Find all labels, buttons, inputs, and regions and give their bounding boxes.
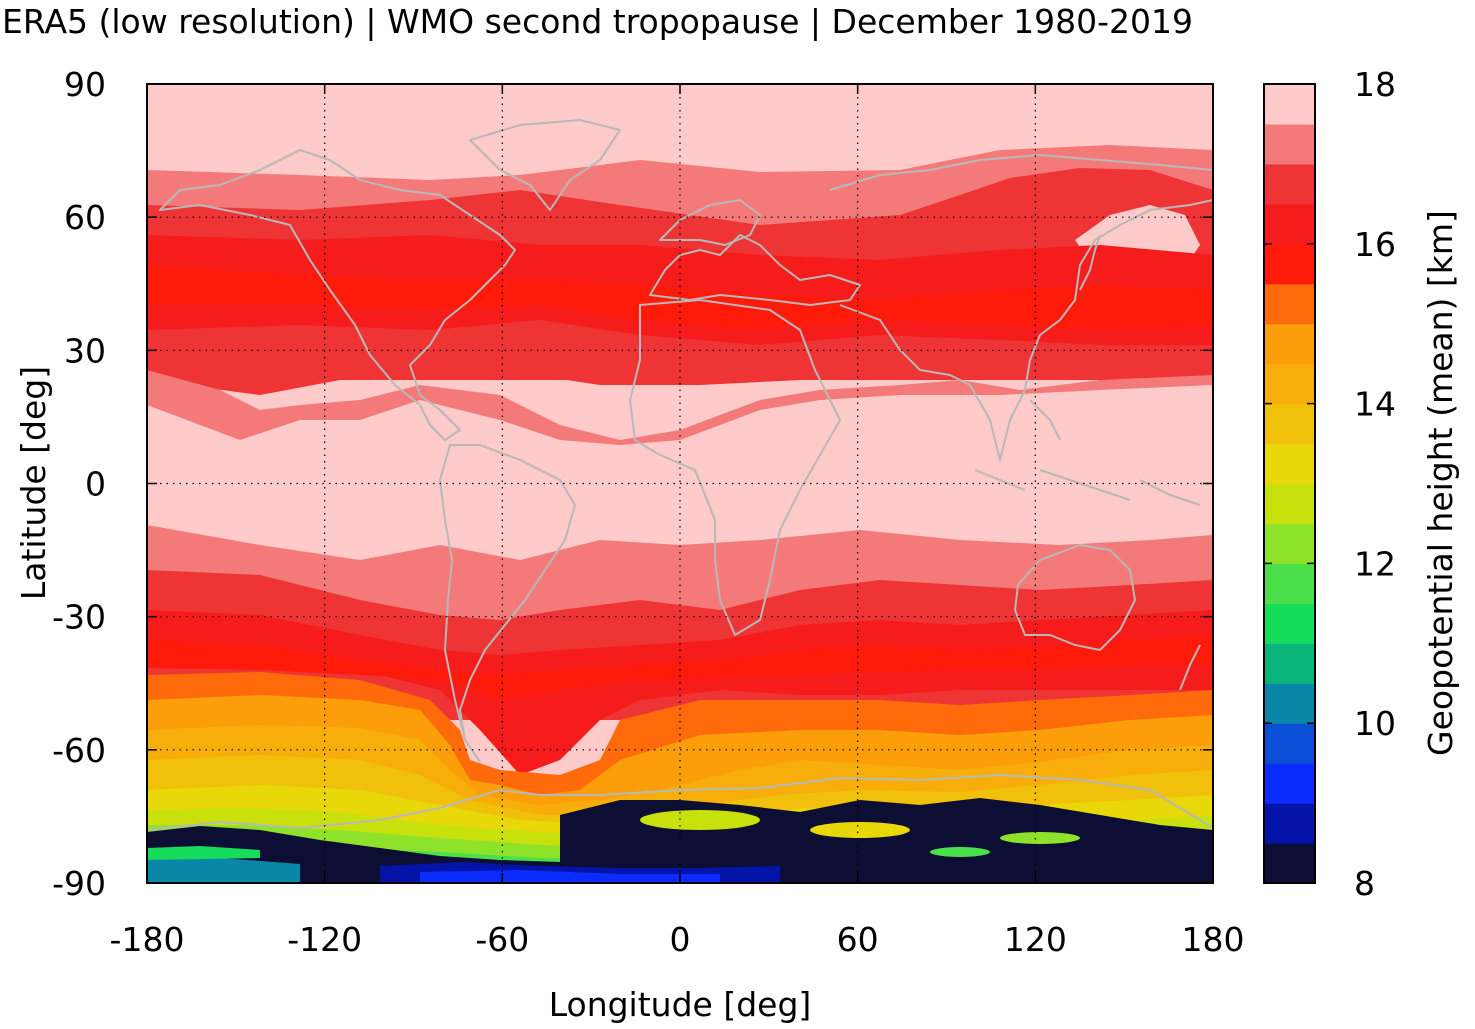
y-axis: 90 60 30 0 -30 -60 -90 <box>52 65 1213 903</box>
coast-japan <box>1079 234 1101 291</box>
band-north-sub-17km <box>147 370 1213 445</box>
colorbar-swatch <box>1264 243 1315 285</box>
colorbar <box>1264 84 1315 884</box>
band-north-sub-16-7km <box>147 340 1213 395</box>
colorbar-swatch <box>1264 363 1315 405</box>
y-tick-label: 0 <box>85 465 106 504</box>
colorbar-label: Geopotential height (mean) [km] <box>1421 210 1460 756</box>
coast-antarctica <box>147 774 1213 831</box>
colorbar-swatch <box>1264 483 1315 525</box>
colorbar-tick-label: 14 <box>1354 385 1396 424</box>
x-axis: -180 -120 -60 0 60 120 180 <box>110 84 1245 959</box>
colorbar-swatch <box>1264 723 1315 764</box>
band-south-16km <box>147 635 1213 700</box>
colorbar-swatch <box>1264 763 1315 804</box>
colorbar-swatch <box>1264 443 1315 485</box>
colorbar-swatch <box>1264 683 1315 724</box>
colorbar-swatch <box>1264 603 1315 644</box>
antarctic-low-10km <box>147 858 300 883</box>
colorbar-tick-label: 10 <box>1354 704 1396 743</box>
colorbar-frame <box>1263 83 1316 884</box>
x-tick-label: 0 <box>670 920 691 959</box>
x-tick-label: -180 <box>110 920 185 959</box>
colorbar-swatch <box>1264 803 1315 844</box>
colorbar-swatch <box>1264 523 1315 564</box>
colorbar-swatch <box>1264 123 1315 165</box>
x-tick-label: -60 <box>475 920 529 959</box>
coast-europe <box>649 234 861 306</box>
y-tick-label: -60 <box>52 731 106 770</box>
y-tick-label: 60 <box>64 198 106 237</box>
coast-north-america <box>159 149 516 441</box>
y-tick-label: -30 <box>52 598 106 637</box>
colorbar-swatch <box>1264 323 1315 365</box>
coast-asia <box>829 154 1213 461</box>
grid-lines <box>147 84 1213 883</box>
colorbar-swatch <box>1264 84 1315 125</box>
x-tick-label: 60 <box>837 920 879 959</box>
x-tick-label: 120 <box>1004 920 1067 959</box>
coast-australia <box>1014 544 1136 651</box>
colorbar-swatch <box>1264 283 1315 325</box>
colorbar-swatch <box>1264 563 1315 604</box>
x-axis-label: Longitude [deg] <box>549 985 812 1024</box>
coast-new-zealand <box>1179 644 1201 691</box>
colorbar-swatch <box>1264 203 1315 245</box>
antarctic-low-9-5km <box>420 870 720 883</box>
coast-africa <box>629 299 841 636</box>
coastline-overlay <box>147 119 1213 831</box>
colorbar-tick-label: 12 <box>1354 544 1396 583</box>
y-axis-label: Latitude [deg] <box>14 366 53 600</box>
antarctic-low-11km <box>147 846 260 860</box>
coast-maritime-se-asia <box>974 399 1201 506</box>
colorbar-ticks: 8 10 12 14 16 18 <box>1264 65 1396 903</box>
colorbar-swatch <box>1264 403 1315 445</box>
chart-title: ERA5 (low resolution) | WMO second tropo… <box>2 2 1193 41</box>
x-tick-label: -120 <box>287 920 362 959</box>
colorbar-swatch <box>1264 843 1315 884</box>
band-north-16km <box>147 265 1213 330</box>
y-tick-label: 90 <box>64 65 106 104</box>
colorbar-swatch <box>1264 643 1315 684</box>
colorbar-swatch <box>1264 163 1315 205</box>
y-tick-label: 30 <box>64 331 106 370</box>
colorbar-tick-label: 8 <box>1354 864 1375 903</box>
coast-scandinavia <box>659 199 761 246</box>
colorbar-tick-label: 18 <box>1354 65 1396 104</box>
colorbar-tick-label: 16 <box>1354 225 1396 264</box>
y-tick-label: -90 <box>52 864 106 903</box>
coast-greenland <box>469 119 621 211</box>
x-tick-label: 180 <box>1182 920 1245 959</box>
coast-south-america <box>439 444 576 763</box>
